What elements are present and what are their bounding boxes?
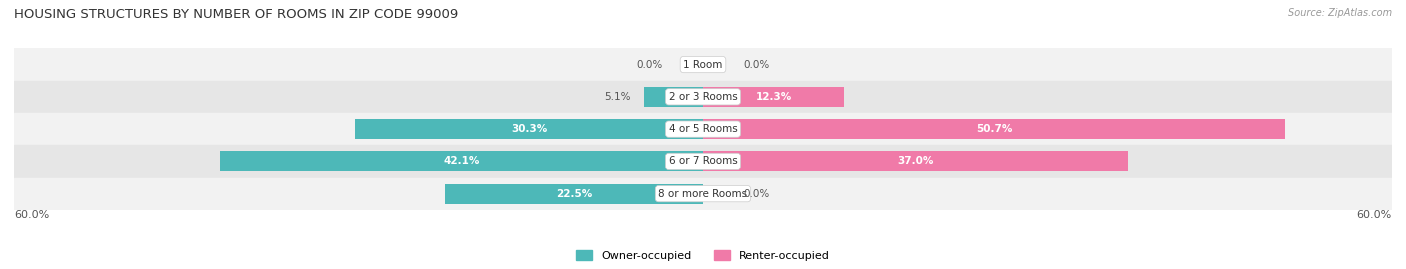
- Text: 5.1%: 5.1%: [605, 92, 631, 102]
- Bar: [14, 81, 1392, 113]
- Text: 0.0%: 0.0%: [637, 59, 662, 70]
- Text: 1 Room: 1 Room: [683, 59, 723, 70]
- Text: Source: ZipAtlas.com: Source: ZipAtlas.com: [1288, 8, 1392, 18]
- Bar: [356, 119, 703, 139]
- Text: 60.0%: 60.0%: [14, 210, 49, 220]
- Text: 60.0%: 60.0%: [1357, 210, 1392, 220]
- Bar: [219, 151, 703, 171]
- Text: HOUSING STRUCTURES BY NUMBER OF ROOMS IN ZIP CODE 99009: HOUSING STRUCTURES BY NUMBER OF ROOMS IN…: [14, 8, 458, 21]
- Bar: [703, 151, 1128, 171]
- Bar: [703, 119, 1285, 139]
- Text: 22.5%: 22.5%: [555, 189, 592, 199]
- Text: 8 or more Rooms: 8 or more Rooms: [658, 189, 748, 199]
- Text: 0.0%: 0.0%: [744, 189, 769, 199]
- Text: 37.0%: 37.0%: [897, 156, 934, 167]
- Text: 4 or 5 Rooms: 4 or 5 Rooms: [669, 124, 737, 134]
- Text: 30.3%: 30.3%: [510, 124, 547, 134]
- Text: 12.3%: 12.3%: [755, 92, 792, 102]
- Text: 42.1%: 42.1%: [443, 156, 479, 167]
- Legend: Owner-occupied, Renter-occupied: Owner-occupied, Renter-occupied: [576, 250, 830, 261]
- Bar: [644, 87, 703, 107]
- Text: 2 or 3 Rooms: 2 or 3 Rooms: [669, 92, 737, 102]
- Bar: [14, 113, 1392, 145]
- Bar: [14, 178, 1392, 210]
- Bar: [14, 48, 1392, 81]
- Bar: [703, 87, 844, 107]
- Bar: [444, 184, 703, 204]
- Bar: [14, 145, 1392, 178]
- Text: 0.0%: 0.0%: [744, 59, 769, 70]
- Text: 6 or 7 Rooms: 6 or 7 Rooms: [669, 156, 737, 167]
- Text: 50.7%: 50.7%: [976, 124, 1012, 134]
